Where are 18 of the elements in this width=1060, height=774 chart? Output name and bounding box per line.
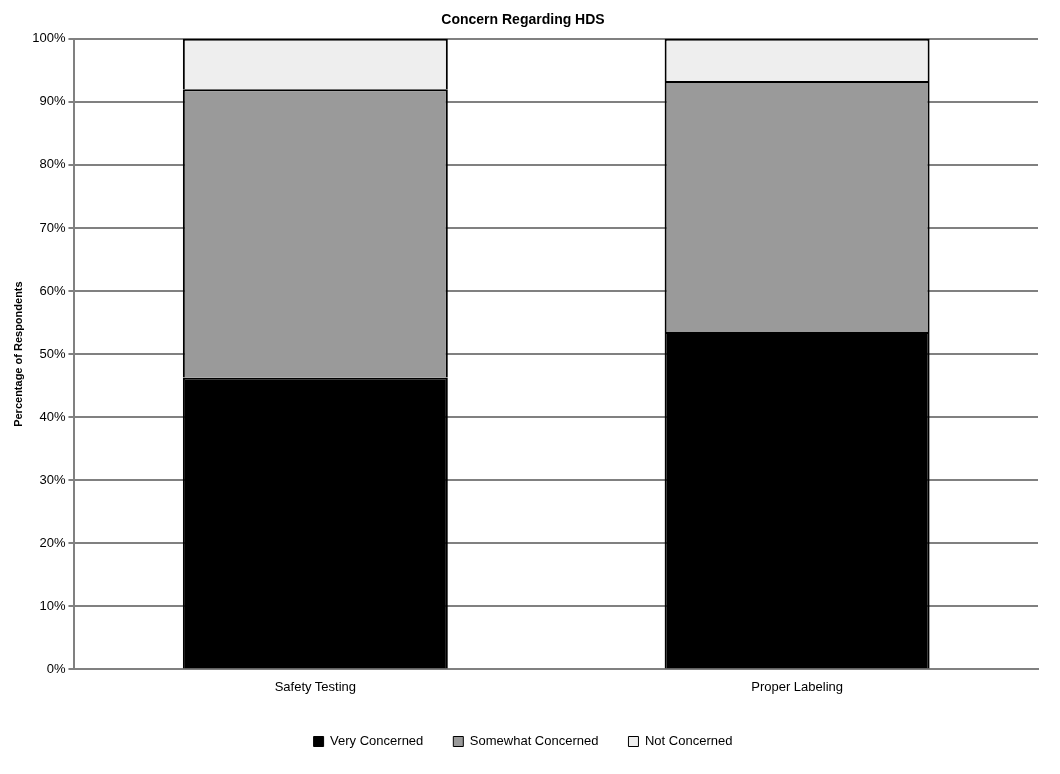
legend-label: Somewhat Concerned: [469, 733, 599, 749]
y-tick-label: 20%: [39, 534, 66, 550]
y-tick-label: 10%: [39, 597, 66, 613]
y-tick-label: 0%: [46, 660, 66, 676]
y-tick-label: 60%: [39, 282, 66, 298]
y-tick-label: 100%: [32, 30, 66, 46]
x-tick-label: Safety Testing: [274, 678, 357, 694]
legend-label: Not Concerned: [644, 733, 733, 749]
y-tick-label: 80%: [39, 156, 66, 172]
y-tick-label: 40%: [39, 408, 66, 424]
y-tick-label: 30%: [39, 471, 66, 487]
x-tick-label: Proper Labeling: [751, 678, 844, 694]
chart-title: Concern Regarding HDS: [441, 11, 605, 28]
legend-label: Very Concerned: [330, 733, 424, 749]
y-axis-title: Percentage of Respondents: [11, 281, 24, 427]
y-tick-label: 70%: [39, 219, 66, 235]
y-tick-label: 50%: [39, 345, 66, 361]
y-tick-label: 90%: [39, 93, 66, 109]
